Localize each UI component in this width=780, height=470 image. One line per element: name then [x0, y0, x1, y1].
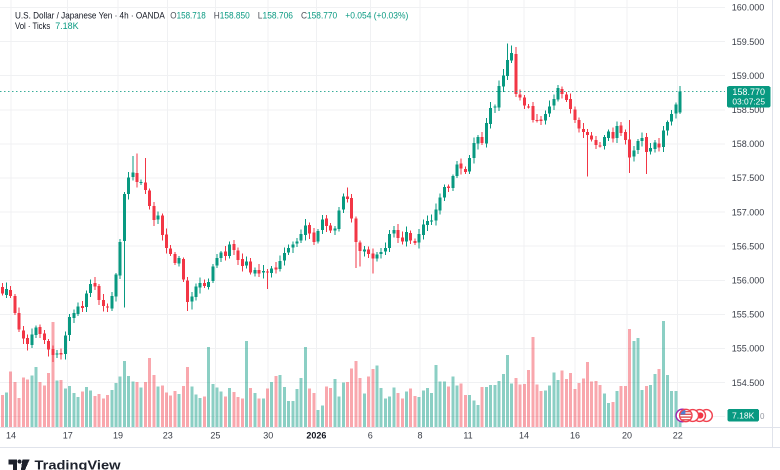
- svg-text:Vol · Ticks: Vol · Ticks: [15, 21, 51, 31]
- svg-text:159.500: 159.500: [732, 37, 765, 47]
- svg-text:156.000: 156.000: [732, 276, 765, 286]
- svg-text:U.S. Dollar / Japanese Yen · 4: U.S. Dollar / Japanese Yen · 4h · OANDA: [15, 10, 166, 20]
- svg-text:L158.706: L158.706: [258, 10, 293, 20]
- svg-text:+0.054 (+0.03%): +0.054 (+0.03%): [345, 10, 408, 20]
- svg-text:23: 23: [163, 431, 173, 441]
- svg-text:17: 17: [63, 431, 73, 441]
- svg-text:8: 8: [417, 431, 422, 441]
- svg-text:19: 19: [113, 431, 123, 441]
- svg-text:157.000: 157.000: [732, 207, 765, 217]
- svg-text:25: 25: [210, 431, 220, 441]
- svg-text:2026: 2026: [306, 431, 326, 441]
- svg-text:7.18K: 7.18K: [732, 410, 755, 420]
- svg-text:157.500: 157.500: [732, 173, 765, 183]
- svg-text:6: 6: [368, 431, 373, 441]
- svg-text:03:07:25: 03:07:25: [732, 96, 765, 106]
- svg-text:154.500: 154.500: [732, 378, 765, 388]
- svg-text:22: 22: [673, 431, 683, 441]
- svg-text:155.500: 155.500: [732, 310, 765, 320]
- svg-text:30: 30: [263, 431, 273, 441]
- svg-text:156.500: 156.500: [732, 241, 765, 251]
- svg-text:11: 11: [463, 431, 472, 441]
- svg-text:158.770: 158.770: [732, 87, 765, 97]
- svg-text:7.18K: 7.18K: [55, 21, 79, 31]
- svg-text:0: 0: [760, 412, 765, 421]
- svg-text:160.000: 160.000: [732, 3, 765, 13]
- svg-text:O158.718: O158.718: [170, 10, 205, 20]
- svg-text:16: 16: [570, 431, 580, 441]
- svg-text:158.500: 158.500: [732, 105, 765, 115]
- svg-text:TradingView: TradingView: [35, 457, 122, 470]
- svg-text:H158.850: H158.850: [214, 10, 250, 20]
- svg-text:159.000: 159.000: [732, 71, 765, 81]
- svg-text:C158.770: C158.770: [301, 10, 337, 20]
- svg-text:14: 14: [6, 431, 16, 441]
- svg-text:155.000: 155.000: [732, 344, 765, 354]
- svg-text:20: 20: [622, 431, 632, 441]
- svg-text:158.000: 158.000: [732, 139, 765, 149]
- svg-text:14: 14: [519, 431, 529, 441]
